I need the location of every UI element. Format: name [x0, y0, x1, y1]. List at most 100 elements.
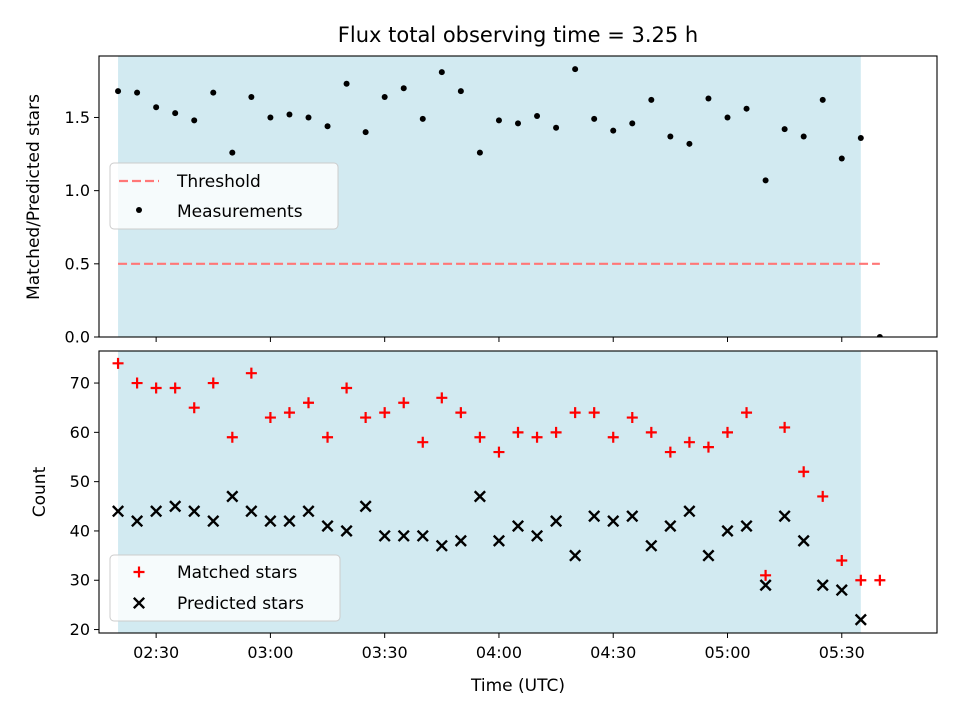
matched-stars-point: [626, 412, 638, 424]
measurements-point: [248, 93, 255, 100]
predicted-stars-point: [226, 490, 239, 503]
matched-stars-point: [245, 367, 257, 379]
predicted-stars-point: [759, 579, 772, 592]
matched-stars-point: [322, 431, 334, 443]
bottom-axes-frame: [98, 350, 938, 634]
legend-predicted-label: Predicted stars: [177, 594, 304, 614]
matched-stars-point: [112, 357, 124, 369]
measurements-point: [210, 89, 217, 96]
matched-stars-point: [550, 426, 562, 438]
predicted-stars-point: [416, 529, 429, 542]
measurements-point: [343, 80, 350, 87]
matched-stars-point: [760, 569, 772, 581]
predicted-stars-point: [264, 515, 277, 528]
x-axis-label: Time (UTC): [470, 676, 565, 696]
matched-stars-point: [607, 431, 619, 443]
predicted-stars-point: [854, 613, 867, 626]
chart-title: Flux total observing time = 3.25 h: [338, 23, 698, 47]
measurements-point: [724, 114, 731, 121]
measurements-point: [476, 149, 483, 156]
bottom-y-tick-label: 60: [70, 423, 90, 442]
predicted-stars-point: [797, 534, 810, 547]
measurements-point: [457, 88, 464, 95]
x-tick-label: 02:30: [133, 643, 179, 662]
matched-stars-point: [683, 436, 695, 448]
predicted-stars-point: [359, 500, 372, 513]
measurements-point: [705, 95, 712, 102]
predicted-stars-point: [169, 500, 182, 513]
measurements-point: [876, 334, 883, 337]
measurements-point: [667, 133, 674, 140]
measurements-point: [534, 113, 541, 120]
measurements-point: [610, 127, 617, 134]
top-axes-frame: [98, 55, 938, 338]
predicted-stars-point: [473, 490, 486, 503]
matched-stars-point: [303, 397, 314, 409]
predicted-stars-point: [664, 519, 677, 533]
measurements-point: [172, 110, 179, 117]
bottom-plot-panel: 20 30 40 50 60 70 02:30 03:00 03:30 04:00 04:30 05:…: [70, 350, 938, 662]
measurements-point: [419, 115, 426, 122]
measurements-point: [591, 115, 598, 122]
measurements-point: [324, 123, 331, 130]
bottom-y-axis-label: Count: [30, 466, 50, 517]
matched-stars-point: [702, 441, 714, 453]
measurements-point: [153, 104, 160, 111]
predicted-stars-point: [569, 549, 582, 562]
measurements-point: [800, 133, 807, 140]
matched-stars-point: [207, 377, 219, 389]
measurements-point: [229, 149, 236, 156]
predicted-stars-point: [702, 549, 715, 562]
matched-stars-point: [379, 407, 391, 419]
predicted-stars-point: [816, 579, 829, 592]
matched-stars-point: [264, 412, 276, 424]
measurements-point: [400, 85, 407, 92]
predicted-stars-point: [645, 539, 658, 552]
top-y-tick-label: 1.0: [65, 181, 90, 200]
matched-stars-point: [836, 555, 848, 567]
predicted-stars-point: [683, 505, 696, 518]
matched-stars-point: [455, 407, 467, 419]
x-tick-label: 04:00: [476, 643, 522, 662]
measurements-point: [629, 120, 636, 127]
measurements-point: [686, 140, 693, 147]
top-plot-panel: 0.0 0.5 1.0 1.5 Threshold Measurements: [65, 55, 938, 347]
matched-stars-point: [226, 431, 238, 443]
bottom-y-tick-label: 20: [70, 620, 90, 639]
x-tick-label: 05:30: [819, 643, 865, 662]
legend-matched-label: Matched stars: [177, 563, 297, 583]
measurements-point: [819, 96, 826, 103]
matched-stars-point: [283, 407, 295, 419]
bottom-legend-box: [109, 554, 341, 622]
bottom-y-tick-label: 50: [70, 472, 90, 491]
x-tick-label: 03:30: [362, 643, 408, 662]
predicted-stars-point: [454, 534, 467, 547]
predicted-stars-point: [588, 510, 601, 523]
measurements-point: [743, 105, 750, 112]
matched-stars-point: [150, 382, 162, 394]
legend-matched-swatch: [133, 566, 145, 578]
legend-predicted-swatch: [132, 596, 146, 610]
bottom-legend: Matched stars Predicted stars: [109, 554, 341, 622]
top-y-axis-label: Matched/Predicted stars: [24, 94, 44, 300]
top-y-tick-label: 1.5: [65, 108, 90, 127]
measurements-point: [191, 117, 198, 124]
predicted-stars-point: [340, 524, 353, 537]
measurements-point: [515, 120, 521, 127]
measurements-point: [572, 66, 579, 73]
predicted-stars-point: [626, 510, 639, 523]
matched-stars-point: [722, 426, 733, 438]
top-y-tick-label: 0.5: [65, 254, 90, 273]
measurements-point: [362, 129, 369, 136]
matched-stars-point: [398, 397, 410, 409]
matched-stars-point: [436, 392, 448, 404]
predicted-stars-point: [245, 505, 258, 518]
predicted-stars-point: [321, 519, 334, 533]
matched-stars-point: [569, 407, 581, 419]
matched-stars-point: [817, 490, 829, 502]
bottom-y-tick-label: 30: [70, 571, 90, 590]
x-tick-label: 03:00: [247, 643, 293, 662]
predicted-stars-point: [111, 505, 125, 518]
top-legend: Threshold Measurements: [109, 162, 339, 230]
